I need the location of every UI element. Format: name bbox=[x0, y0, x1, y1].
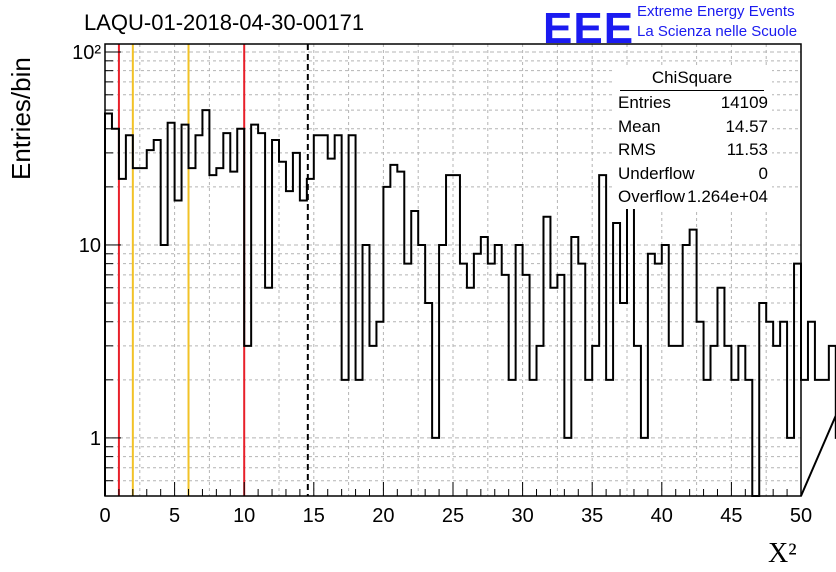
stats-value: 1.264e+04 bbox=[687, 187, 768, 206]
stats-value: 0 bbox=[758, 163, 768, 183]
stats-label: Underflow bbox=[618, 163, 695, 183]
page-title: LAQU-01-2018-04-30-00171 bbox=[84, 10, 365, 35]
stats-box: ChiSquare Entries 14109 Mean 14.57 RMS 1… bbox=[612, 66, 772, 209]
stats-value: 11.53 bbox=[726, 140, 768, 159]
stats-row-rms: RMS 11.53 bbox=[612, 138, 772, 162]
x-tick-label: 25 bbox=[442, 505, 464, 527]
x-tick-label: 40 bbox=[651, 505, 673, 527]
x-tick-label: 10 bbox=[233, 505, 255, 527]
x-tick-label: 45 bbox=[720, 505, 742, 527]
stats-label: RMS bbox=[618, 140, 656, 159]
x-tick-label: 20 bbox=[372, 505, 394, 527]
x-tick-label: 0 bbox=[99, 505, 110, 527]
y-axis-label: Entries/bin bbox=[6, 57, 36, 180]
stats-value: 14.57 bbox=[725, 116, 768, 136]
stats-row-entries: Entries 14109 bbox=[612, 91, 772, 115]
x-tick-label: 30 bbox=[511, 505, 533, 527]
stats-label: Entries bbox=[618, 93, 671, 112]
org-name-line1: Extreme Energy Events bbox=[637, 3, 795, 20]
stats-label: Overflow bbox=[618, 187, 686, 206]
y-tick-label: 10² bbox=[72, 42, 101, 64]
org-name-line2: La Scienza nelle Scuole bbox=[637, 23, 798, 40]
x-tick-label: 35 bbox=[581, 505, 603, 527]
stats-row-overflow: Overflow 1.264e+04 bbox=[612, 185, 772, 209]
y-tick-label: 10 bbox=[79, 235, 101, 257]
stats-row-mean: Mean 14.57 bbox=[612, 115, 772, 139]
x-axis-label: X² bbox=[768, 538, 797, 569]
x-tick-label: 15 bbox=[303, 505, 325, 527]
x-tick-label: 5 bbox=[169, 505, 180, 527]
eee-logo: EEE bbox=[543, 4, 635, 53]
stats-box-title: ChiSquare bbox=[620, 66, 764, 91]
stats-label: Mean bbox=[618, 116, 661, 136]
y-tick-label: 1 bbox=[90, 428, 101, 450]
x-tick-label: 50 bbox=[790, 505, 812, 527]
stats-value: 14109 bbox=[720, 93, 768, 112]
stats-row-underflow: Underflow 0 bbox=[612, 162, 772, 186]
